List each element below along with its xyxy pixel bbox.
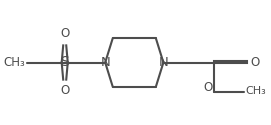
Text: S: S (60, 56, 69, 70)
Text: O: O (60, 28, 69, 40)
Text: N: N (159, 56, 168, 69)
Text: CH₃: CH₃ (246, 86, 266, 96)
Text: O: O (203, 81, 212, 94)
Text: N: N (100, 56, 110, 69)
Text: O: O (60, 84, 69, 98)
Text: CH₃: CH₃ (4, 56, 25, 69)
Text: O: O (251, 56, 260, 69)
